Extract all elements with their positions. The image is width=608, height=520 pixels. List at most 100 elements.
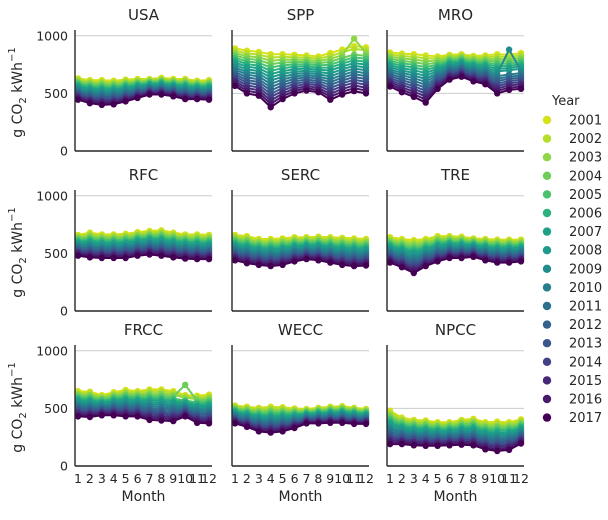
- data-point: [146, 91, 153, 98]
- series-2017: [386, 440, 525, 455]
- x-tick-label: 9: [326, 471, 334, 486]
- x-tick-label: 8: [157, 471, 165, 486]
- data-point: [434, 85, 441, 93]
- data-point: [193, 255, 201, 263]
- legend-label: 2011: [569, 300, 602, 315]
- x-tick-label: 8: [314, 471, 322, 486]
- series-2017: [386, 73, 525, 106]
- legend-item-2010: 2010: [542, 281, 602, 296]
- data-point: [458, 254, 465, 262]
- panel-rfc: RFC 0 500 1000 g CO2 kWh−1: [7, 166, 213, 319]
- data-point: [410, 269, 417, 277]
- data-point: [255, 261, 262, 269]
- panel-mro: MRO: [386, 6, 525, 152]
- x-tick-label: 7: [302, 471, 310, 486]
- data-point: [205, 420, 213, 427]
- data-point: [231, 420, 239, 427]
- y-tick-label: 1000: [36, 343, 68, 358]
- x-tick-label: 10: [334, 471, 350, 486]
- data-point: [170, 93, 177, 100]
- data-point: [398, 440, 406, 448]
- legend-label: 2013: [569, 337, 602, 352]
- data-point: [122, 413, 129, 420]
- x-tick-label: 6: [134, 471, 142, 486]
- data-point: [231, 82, 239, 90]
- data-point: [279, 261, 286, 269]
- data-point: [398, 264, 406, 271]
- series-2017: [74, 412, 213, 427]
- data-point: [110, 101, 117, 108]
- data-point: [182, 413, 189, 420]
- x-tick-label: 4: [110, 471, 118, 486]
- legend-label: 2007: [569, 225, 602, 240]
- data-point: [470, 442, 477, 449]
- data-point: [410, 93, 417, 101]
- legend-item-2007: 2007: [542, 225, 602, 240]
- x-tick-label: 4: [422, 471, 430, 486]
- data-point: [146, 416, 153, 424]
- legend-label: 2002: [569, 132, 602, 147]
- panel-title: MRO: [438, 6, 473, 24]
- data-point: [446, 442, 453, 449]
- data-point: [517, 85, 525, 93]
- x-tick-label: 2: [86, 471, 94, 486]
- legend-item-2002: 2002: [542, 132, 602, 147]
- data-point: [205, 96, 213, 103]
- x-tick-label: 2: [243, 471, 251, 486]
- data-point: [291, 90, 298, 97]
- data-point: [362, 420, 370, 428]
- panel-title: SERC: [281, 166, 320, 184]
- data-point: [158, 417, 165, 424]
- legend-marker: [542, 190, 552, 199]
- y-tick-label: 0: [60, 144, 68, 159]
- panel-title: RFC: [129, 166, 159, 184]
- x-tick-label: 11: [346, 471, 362, 486]
- data-point: [134, 252, 141, 259]
- panel-title: TRE: [440, 166, 470, 184]
- data-point: [386, 440, 394, 448]
- legend-label: 2009: [569, 262, 602, 277]
- data-point: [350, 35, 358, 42]
- series-2017: [231, 255, 370, 270]
- data-point: [339, 419, 346, 426]
- y-tick-label: 1000: [36, 188, 68, 203]
- data-point: [170, 417, 177, 425]
- x-axis-label: Month: [434, 489, 478, 505]
- data-point: [182, 95, 189, 103]
- panel-title: USA: [128, 6, 160, 24]
- y-tick-label: 0: [60, 459, 68, 474]
- data-point: [434, 442, 441, 449]
- legend-marker: [542, 339, 552, 348]
- data-point: [74, 96, 82, 103]
- panel-title: SPP: [287, 6, 315, 24]
- x-tick-label: 11: [189, 471, 205, 486]
- data-point: [362, 90, 370, 97]
- data-point: [505, 86, 513, 94]
- legend: Year 2001 2002 2003 2004 2005 2006 2007 2008 2009…: [542, 94, 602, 426]
- legend-item-2003: 2003: [542, 151, 602, 166]
- data-point: [350, 45, 358, 53]
- x-tick-label: 4: [267, 471, 275, 486]
- panel-title: WECC: [278, 321, 323, 339]
- data-point: [505, 259, 513, 266]
- panel-spp: SPP: [231, 6, 370, 152]
- x-tick-label: 1: [74, 471, 82, 486]
- legend-item-2015: 2015: [542, 374, 602, 389]
- legend-item-2014: 2014: [542, 355, 602, 370]
- data-point: [446, 254, 453, 262]
- data-point: [315, 420, 322, 427]
- data-point: [110, 412, 117, 419]
- data-point: [494, 447, 501, 455]
- legend-label: 2004: [569, 169, 602, 184]
- legend-item-2001: 2001: [542, 114, 602, 129]
- data-point: [86, 100, 94, 107]
- data-point: [482, 257, 489, 264]
- data-point: [267, 262, 274, 270]
- data-point: [327, 419, 334, 426]
- data-point: [482, 446, 489, 453]
- legend-label: 2001: [569, 114, 602, 129]
